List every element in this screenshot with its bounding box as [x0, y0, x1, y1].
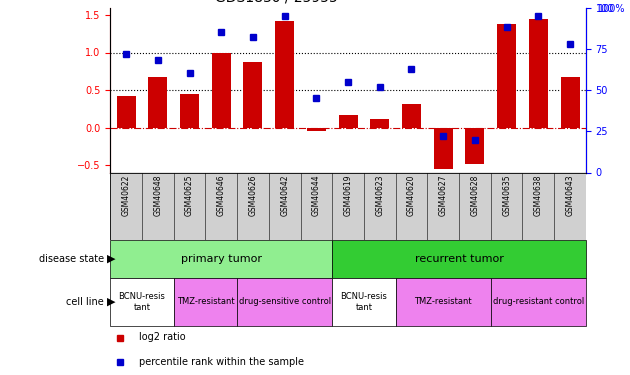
Bar — [237, 278, 332, 326]
Text: drug-resistant control: drug-resistant control — [493, 297, 584, 306]
Bar — [491, 278, 586, 326]
Bar — [110, 172, 586, 240]
Text: primary tumor: primary tumor — [181, 254, 261, 264]
Text: GSM40619: GSM40619 — [343, 174, 353, 216]
Text: GSM40635: GSM40635 — [502, 174, 511, 216]
Text: GSM40622: GSM40622 — [122, 174, 130, 216]
Bar — [370, 118, 389, 128]
Bar — [561, 76, 580, 128]
Text: ▶: ▶ — [107, 297, 115, 307]
Text: BCNU-resis
tant: BCNU-resis tant — [340, 292, 387, 312]
Text: GSM40642: GSM40642 — [280, 174, 289, 216]
Bar — [307, 128, 326, 131]
Bar — [466, 128, 484, 164]
Text: cell line: cell line — [66, 297, 104, 307]
Text: GSM40644: GSM40644 — [312, 174, 321, 216]
Bar — [332, 240, 586, 278]
Text: GSM40623: GSM40623 — [375, 174, 384, 216]
Bar — [529, 19, 548, 128]
Bar — [332, 278, 396, 326]
Text: GSM40643: GSM40643 — [566, 174, 575, 216]
Text: GSM40627: GSM40627 — [438, 174, 448, 216]
Bar — [110, 240, 332, 278]
Text: GSM40625: GSM40625 — [185, 174, 194, 216]
Text: percentile rank within the sample: percentile rank within the sample — [139, 357, 304, 367]
Bar — [497, 24, 516, 128]
Text: TMZ-resistant: TMZ-resistant — [176, 297, 234, 306]
Text: recurrent tumor: recurrent tumor — [415, 254, 503, 264]
Title: GDS1830 / 25955: GDS1830 / 25955 — [215, 0, 338, 5]
Text: GSM40628: GSM40628 — [471, 174, 479, 216]
Text: log2 ratio: log2 ratio — [139, 333, 185, 342]
Text: GSM40638: GSM40638 — [534, 174, 543, 216]
Bar — [110, 278, 174, 326]
Text: drug-sensitive control: drug-sensitive control — [239, 297, 331, 306]
Bar — [117, 96, 135, 128]
Bar — [402, 104, 421, 128]
Bar — [174, 278, 237, 326]
Text: GSM40646: GSM40646 — [217, 174, 226, 216]
Text: BCNU-resis
tant: BCNU-resis tant — [118, 292, 166, 312]
Text: GSM40648: GSM40648 — [153, 174, 163, 216]
Bar — [396, 278, 491, 326]
Text: disease state: disease state — [39, 254, 104, 264]
Text: GSM40620: GSM40620 — [407, 174, 416, 216]
Bar — [275, 21, 294, 128]
Bar — [148, 77, 168, 128]
Bar — [243, 62, 263, 128]
Y-axis label: 100%: 100% — [598, 4, 626, 14]
Bar — [180, 94, 199, 128]
Text: ▶: ▶ — [107, 254, 115, 264]
Bar — [212, 53, 231, 128]
Bar — [433, 128, 453, 169]
Bar — [338, 115, 358, 128]
Text: GSM40626: GSM40626 — [248, 174, 258, 216]
Text: TMZ-resistant: TMZ-resistant — [415, 297, 472, 306]
